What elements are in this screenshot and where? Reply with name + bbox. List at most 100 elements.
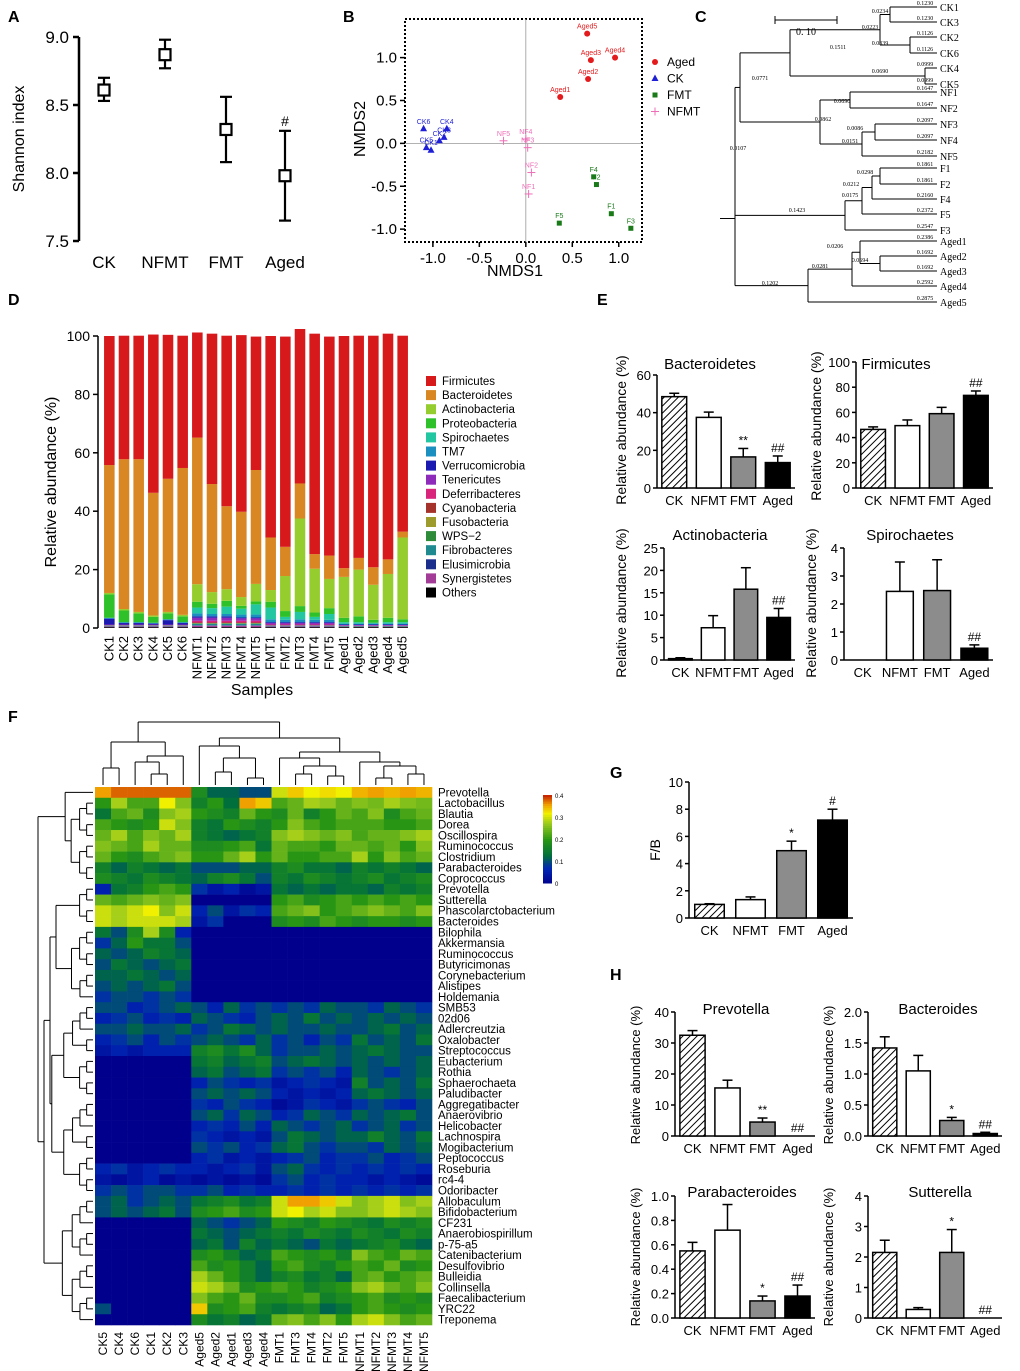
- panel-g-heatmap-cell: [367, 1228, 385, 1240]
- panel-g-heatmap-cell: [191, 808, 208, 820]
- panel-g-heatmap-cell: [95, 1131, 112, 1143]
- panel-d-bar-segment-tm7: [221, 613, 232, 617]
- panel-g-heatmap-cell: [367, 894, 385, 906]
- panel-c-branch-length: 0.2182: [917, 150, 934, 156]
- panel-e-actinobacteria-ytick-label: 15: [644, 586, 658, 601]
- panel-g-colorbar-label: 0.1: [555, 860, 564, 866]
- panel-g-heatmap-cell: [175, 797, 192, 809]
- panel-g-heatmap-cell: [127, 1217, 144, 1229]
- panel-g-heatmap-cell: [399, 1109, 417, 1121]
- panel-g-heatmap-cell: [175, 1142, 192, 1154]
- panel-g-heatmap-cell: [111, 916, 128, 928]
- panel-g-heatmap-cell: [159, 1088, 176, 1100]
- panel-g-heatmap-cell: [335, 808, 353, 820]
- panel-h-parabacteroides-ytick-label: 1.0: [651, 1189, 669, 1204]
- panel-g-heatmap-cell: [303, 905, 320, 917]
- panel-g-heatmap-cell: [191, 797, 208, 809]
- panel-g-heatmap-cell: [95, 937, 112, 949]
- panel-g-heatmap-cell: [271, 969, 288, 981]
- panel-letter-g: G: [610, 765, 622, 782]
- panel-g-heatmap-cell: [335, 980, 353, 992]
- panel-g-heatmap-cell: [287, 894, 304, 906]
- panel-g-heatmap-cell: [303, 916, 320, 928]
- panel-g-colorbar-step: [543, 830, 552, 833]
- panel-d-bar-segment-others: [162, 627, 174, 628]
- panel-g-heatmap-cell: [95, 819, 112, 831]
- panel-g-heatmap-cell: [223, 1314, 240, 1326]
- panel-g-heatmap-cell: [367, 873, 385, 885]
- panel-d-bar-segment-deferribacteres: [265, 624, 276, 626]
- panel-a-ytick-label: 9.0: [45, 28, 69, 47]
- panel-f-xtick-label: Aged: [817, 923, 847, 938]
- panel-g-colorbar-step: [543, 872, 552, 875]
- panel-g-heatmap-cell: [287, 830, 304, 842]
- panel-c-leaf-label: F3: [940, 226, 951, 237]
- panel-g-heatmap-cell: [191, 905, 208, 917]
- panel-d-bar-segment-proteobacteria: [368, 619, 379, 623]
- panel-g-heatmap-cell: [207, 1056, 224, 1068]
- panel-c-scale-label: 0. 10: [796, 27, 816, 38]
- panel-d-bar-segment-firmicutes: [133, 335, 144, 460]
- panel-g-heatmap-cell: [319, 1077, 337, 1089]
- panel-g-heatmap-cell: [303, 1206, 320, 1218]
- panel-g-heatmap-cell: [239, 1260, 256, 1272]
- panel-g-heatmap-cell: [159, 787, 176, 799]
- panel-g-heatmap-cell: [415, 894, 433, 906]
- panel-d-bar-segment-proteobacteria: [118, 610, 130, 623]
- panel-g-heatmap-cell: [127, 1023, 144, 1035]
- panel-h-prevotella-ytick-label: 10: [655, 1098, 669, 1113]
- panel-d-bar-segment-cyanobacteria: [250, 622, 262, 624]
- panel-g-heatmap-cell: [143, 851, 160, 863]
- panel-d-bar-segment-wps2: [206, 623, 218, 624]
- panel-g-heatmap-cell: [191, 830, 208, 842]
- panel-g-heatmap-cell: [127, 840, 144, 852]
- panel-c-branch-length: 0.0281: [812, 264, 829, 270]
- panel-g-heatmap-cell: [127, 894, 144, 906]
- panel-d-bar-segment-others: [368, 627, 379, 628]
- panel-b-point-label: CK6: [417, 119, 431, 126]
- panel-g-heatmap-cell: [319, 1217, 337, 1229]
- panel-g-heatmap-cell: [111, 1228, 128, 1240]
- panel-g-heatmap-cell: [367, 840, 385, 852]
- panel-d-legend-label: Cyanobacteria: [442, 503, 517, 515]
- panel-g-heatmap-cell: [143, 991, 160, 1003]
- panel-c-branch-length: 0.1647: [917, 102, 934, 108]
- panel-d-bar-segment-synergistetes: [294, 626, 306, 628]
- panel-g-heatmap-cell: [239, 937, 256, 949]
- panel-g-heatmap-cell: [255, 851, 272, 863]
- panel-d-bar-segment-bacteroidetes: [250, 470, 262, 584]
- panel-g-colorbar-step: [543, 817, 552, 820]
- panel-f-ytick-label: 0: [676, 911, 683, 926]
- panel-g-heatmap-cell: [383, 1195, 401, 1207]
- panel-g-col-label: NFMT4: [401, 1332, 415, 1371]
- panel-g-heatmap-cell: [367, 1023, 385, 1035]
- panel-g-heatmap-cell: [287, 1088, 304, 1100]
- panel-g-colorbar-label: 0.2: [555, 838, 564, 844]
- panel-g-heatmap-cell: [415, 1023, 433, 1035]
- panel-d-bar-segment-tenericutes: [177, 624, 188, 626]
- panel-g-row-label: Aggregatibacter: [438, 1099, 519, 1111]
- panel-h-bacteroides-xtick-label: Aged: [970, 1141, 1000, 1156]
- panel-h-parabacteroides-annotation: *: [760, 1281, 765, 1295]
- panel-g-heatmap-cell: [319, 1281, 337, 1294]
- panel-g-heatmap-cell: [287, 1056, 304, 1068]
- panel-c-leaf-label: NF2: [940, 104, 958, 115]
- panel-g-heatmap-cell: [207, 1131, 224, 1143]
- panel-g-heatmap-cell: [239, 1109, 256, 1121]
- panel-g-heatmap-cell: [159, 905, 176, 917]
- panel-g-heatmap-cell: [175, 1249, 192, 1261]
- panel-e-bacteroidetes-bar-nfmt: [695, 416, 722, 489]
- panel-g-heatmap-cell: [303, 1088, 320, 1100]
- panel-g-heatmap-cell: [255, 1142, 272, 1154]
- panel-d-bar-segment-deferribacteres: [221, 620, 232, 623]
- panel-g-heatmap-cell: [159, 873, 176, 885]
- panel-d-bar-segment-spirochaetes: [250, 604, 262, 615]
- panel-g-heatmap-cell: [255, 1206, 272, 1218]
- panel-g-heatmap-cell: [399, 1195, 417, 1207]
- panel-f-ytick-label: 8: [676, 802, 683, 817]
- panel-c-branch-length: 0.0690: [834, 99, 851, 105]
- panel-g-row-label: Butyricimonas: [438, 960, 510, 972]
- panel-g-heatmap-cell: [207, 1045, 224, 1057]
- panel-g-heatmap-cell: [351, 969, 369, 981]
- panel-d-legend-label: WPS−2: [442, 531, 481, 543]
